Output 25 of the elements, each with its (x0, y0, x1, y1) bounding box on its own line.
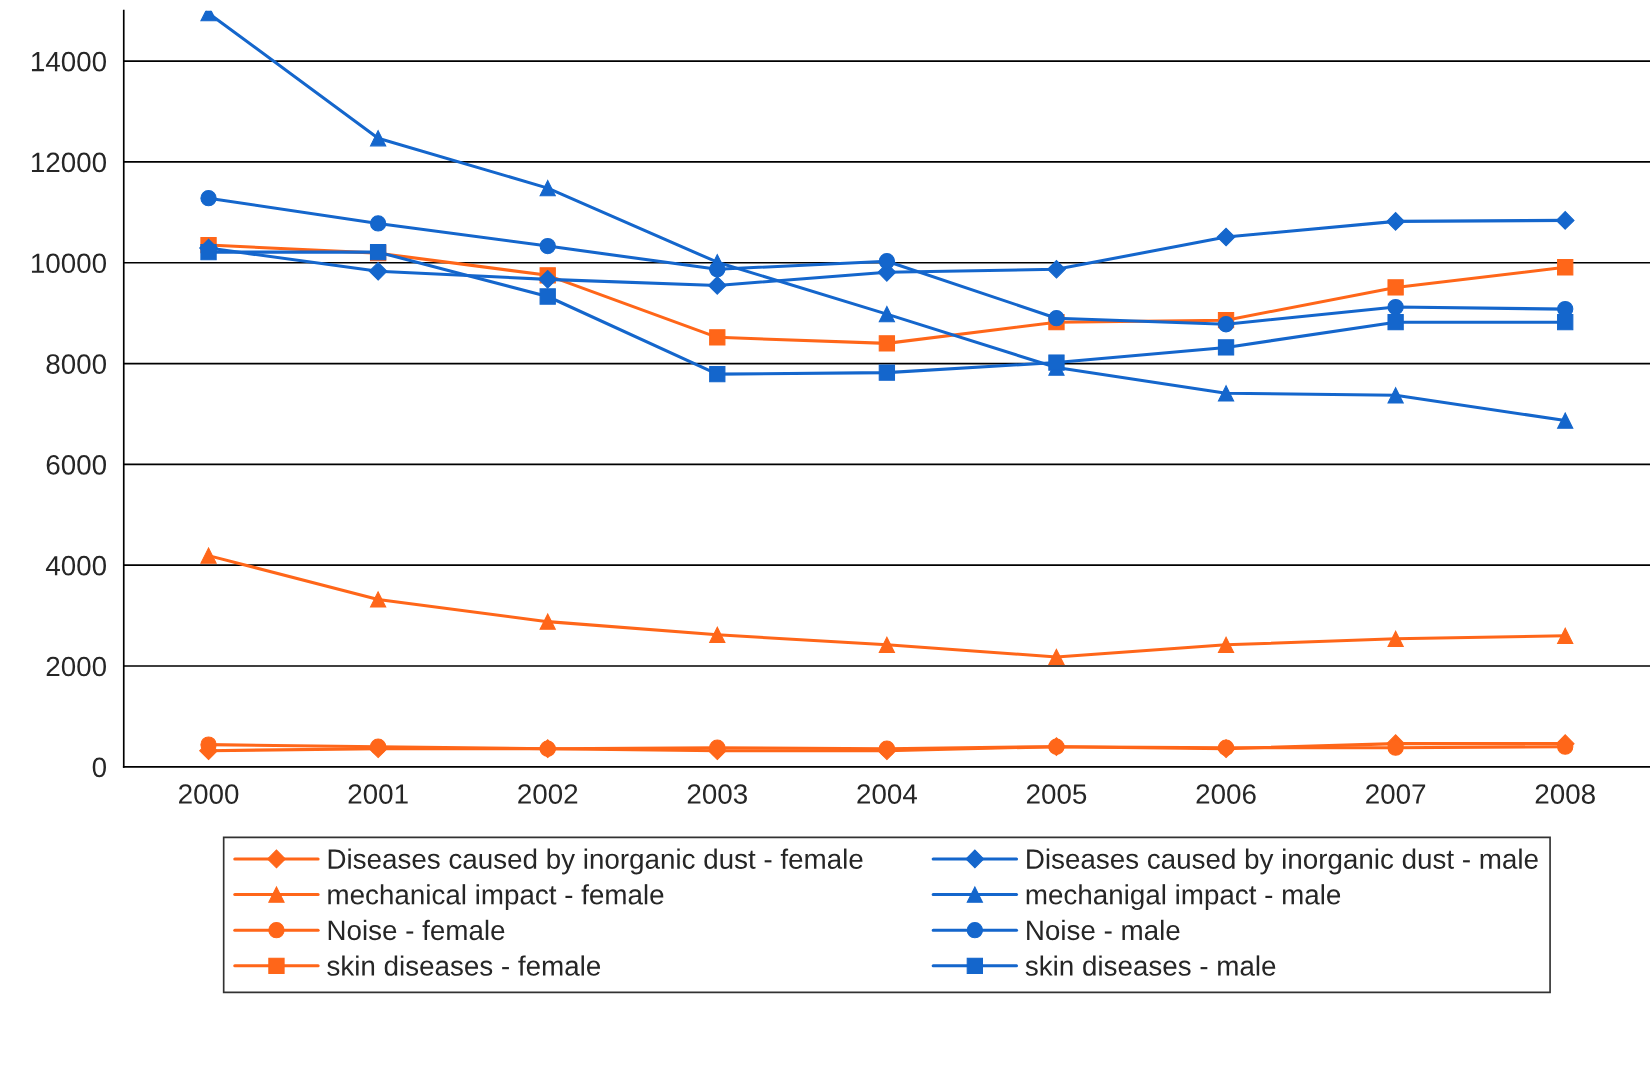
x-tick-label: 2008 (1535, 784, 1595, 804)
x-tick-label: 2007 (1366, 784, 1426, 804)
legend-label: Noise - male (1027, 919, 1180, 941)
y-tick-label: 8000 (46, 354, 106, 374)
legend-label: Diseases caused by inorganic dust - male (1027, 848, 1538, 875)
x-tick-label: 2006 (1196, 784, 1256, 804)
y-tick-label: 12000 (31, 152, 106, 173)
x-tick-label: 2003 (687, 784, 747, 804)
legend-label: mechanigal impact - male (1026, 884, 1341, 911)
x-tick-label: 2005 (1026, 784, 1087, 804)
x-tick-label: 2001 (348, 784, 408, 804)
x-tick-label: 2000 (179, 784, 239, 804)
x-tick-label: 2004 (857, 784, 917, 804)
y-tick-label: 2000 (46, 656, 106, 677)
y-tick-label: 6000 (46, 455, 106, 475)
y-tick-label: 4000 (45, 555, 106, 576)
legend-label: Noise - female (328, 919, 505, 941)
y-tick-label: 14000 (31, 51, 106, 72)
legend-label: skin diseases - female (327, 955, 601, 976)
legend-label: Diseases caused by inorganic dust - female (328, 848, 863, 875)
legend-label: skin diseases - male (1025, 955, 1276, 976)
y-tick-label: 0 (92, 757, 106, 778)
x-tick-label: 2002 (518, 784, 578, 804)
legend-label: mechanical impact - female (328, 884, 664, 911)
y-tick-label: 10000 (31, 253, 106, 274)
